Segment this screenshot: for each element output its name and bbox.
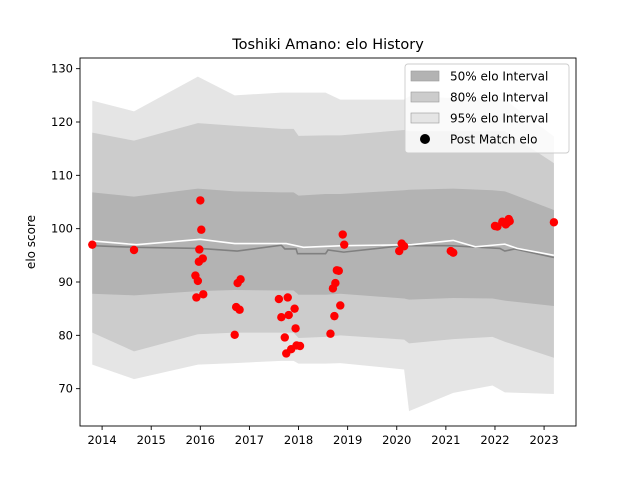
post-match-point — [291, 324, 300, 333]
post-match-point — [449, 248, 458, 257]
plot-area — [88, 76, 559, 412]
y-tick-label: 90 — [58, 275, 73, 289]
post-match-point — [549, 218, 559, 227]
series-line-0 — [92, 244, 555, 259]
x-tick-label: 2023 — [529, 433, 558, 447]
post-match-point — [197, 225, 206, 234]
post-match-point — [295, 341, 305, 351]
x-tick-label: 2014 — [87, 433, 116, 447]
x-tick-label: 2017 — [235, 433, 264, 447]
post-match-point — [334, 266, 343, 275]
post-match-point — [338, 230, 347, 239]
post-match-point — [280, 333, 289, 342]
x-tick-label: 2016 — [186, 433, 215, 447]
legend-label: 50% elo Interval — [450, 70, 548, 84]
y-axis-label: elo score — [24, 215, 38, 269]
y-tick-label: 120 — [51, 115, 73, 129]
post-match-point — [230, 330, 239, 339]
legend: 50% elo Interval 80% elo Interval 95% elo … — [404, 63, 570, 154]
post-match-point — [331, 278, 340, 288]
legend-label: 95% elo Interval — [450, 112, 548, 126]
x-tick-label: 2020 — [382, 433, 411, 447]
x-tick-label: 2022 — [480, 433, 509, 447]
y-tick-label: 110 — [51, 168, 73, 182]
legend-marker — [420, 134, 430, 144]
post-match-point — [274, 294, 284, 304]
post-match-point — [326, 329, 335, 338]
x-tick-label: 2018 — [284, 433, 313, 447]
post-match-point — [193, 276, 203, 286]
band-50-interval — [92, 188, 554, 306]
post-match-point — [236, 275, 245, 284]
post-match-point — [195, 245, 204, 254]
legend-swatch — [410, 70, 440, 82]
x-tick-label: 2021 — [431, 433, 460, 447]
post-match-point — [340, 240, 349, 249]
chart-title: Toshiki Amano: elo History — [231, 37, 424, 53]
legend-swatch — [410, 91, 440, 103]
x-tick-label: 2015 — [137, 433, 166, 447]
post-match-point — [235, 305, 244, 314]
post-match-point — [399, 242, 409, 251]
legend-label: Post Match elo — [450, 133, 537, 147]
post-match-point — [284, 310, 293, 320]
post-match-point — [290, 304, 299, 313]
post-match-point — [88, 240, 97, 249]
legend-frame — [404, 63, 570, 154]
y-tick-label: 100 — [51, 222, 73, 236]
post-match-point — [277, 313, 286, 322]
post-match-point — [196, 196, 205, 205]
post-match-point — [192, 293, 201, 302]
legend-label: 80% elo Interval — [450, 91, 548, 105]
post-match-point — [505, 217, 514, 226]
x-tick-label: 2019 — [333, 433, 362, 447]
post-match-point — [283, 293, 292, 302]
post-match-point — [336, 301, 345, 310]
axes: 2014 2015 2016 2017 2018 2019 2020 2021 2022 2023… — [51, 57, 577, 447]
y-tick-label: 130 — [51, 62, 73, 76]
post-match-point — [198, 254, 207, 263]
axes-frame — [79, 57, 577, 427]
post-match-point — [199, 290, 208, 299]
post-match-point — [330, 311, 339, 321]
post-match-point — [129, 245, 139, 255]
legend-swatch — [410, 112, 440, 124]
y-tick-label: 70 — [58, 382, 73, 396]
y-tick-label: 80 — [58, 328, 73, 342]
